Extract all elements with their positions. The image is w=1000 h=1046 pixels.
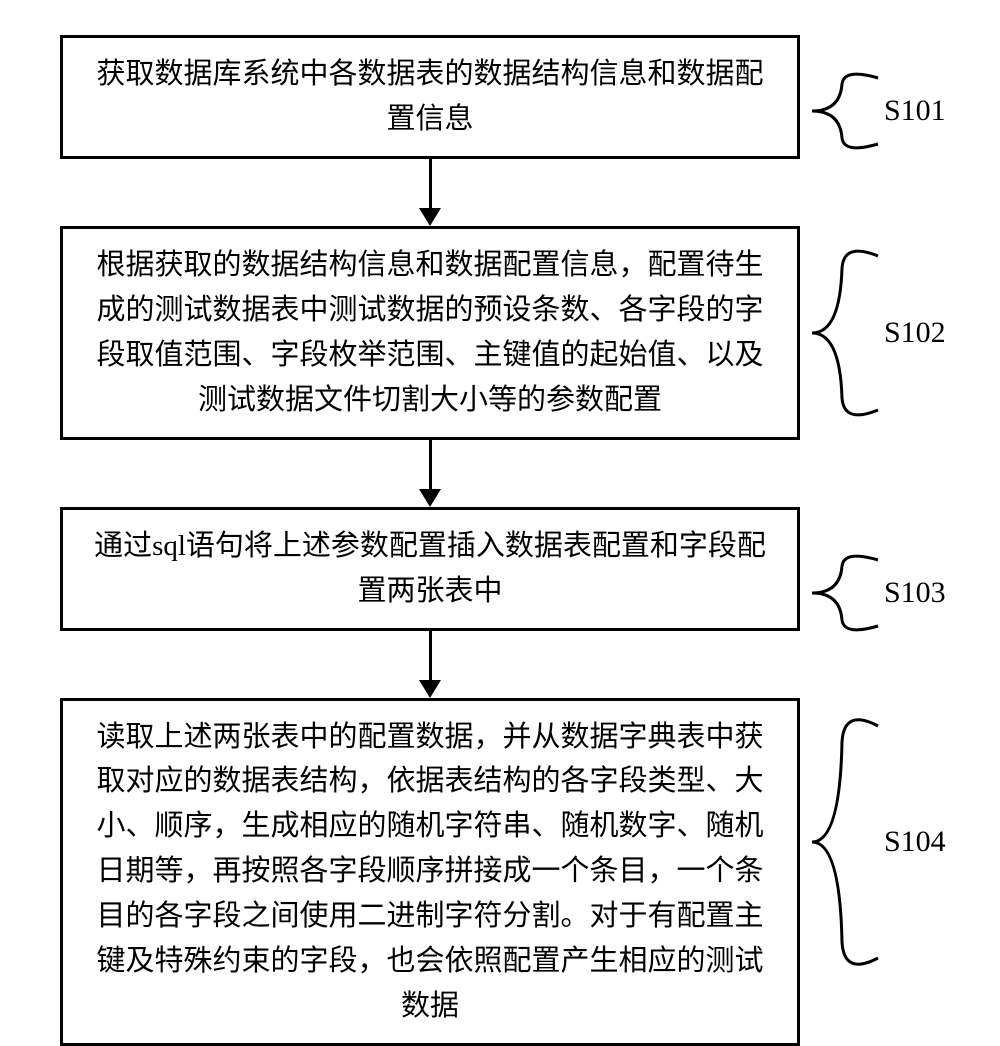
step-text: 读取上述两张表中的配置数据，并从数据字典表中获取对应的数据表结构，依据表结构的各… — [96, 721, 763, 1023]
arrow-head-icon — [419, 208, 441, 226]
step-label: S101 — [884, 94, 946, 128]
step-box-s101: 获取数据库系统中各数据表的数据结构信息和数据配置信息 — [60, 35, 800, 159]
step-row-s103: 通过sql语句将上述参数配置插入数据表配置和字段配置两张表中 S103 — [60, 507, 940, 631]
connector-curve-icon — [810, 702, 880, 982]
step-label-side-s103: S103 — [810, 548, 946, 638]
arrow-icon — [419, 159, 441, 226]
flowchart-container: 获取数据库系统中各数据表的数据结构信息和数据配置信息 S101 根据获取的数据结… — [60, 35, 940, 1046]
step-row-s101: 获取数据库系统中各数据表的数据结构信息和数据配置信息 S101 — [60, 35, 940, 159]
step-box-s104: 读取上述两张表中的配置数据，并从数据字典表中获取对应的数据表结构，依据表结构的各… — [60, 698, 800, 1046]
step-row-s104: 读取上述两张表中的配置数据，并从数据字典表中获取对应的数据表结构，依据表结构的各… — [60, 698, 940, 1046]
step-label: S102 — [884, 316, 946, 350]
step-text: 通过sql语句将上述参数配置插入数据表配置和字段配置两张表中 — [94, 530, 766, 607]
arrow-line — [429, 159, 432, 209]
arrow-after-s101 — [60, 159, 800, 226]
arrow-line — [429, 631, 432, 681]
arrow-after-s102 — [60, 440, 800, 507]
arrow-icon — [419, 631, 441, 698]
step-label: S104 — [884, 825, 946, 859]
arrow-line — [429, 440, 432, 490]
step-box-s102: 根据获取的数据结构信息和数据配置信息，配置待生成的测试数据表中测试数据的预设条数… — [60, 226, 800, 440]
connector-curve-icon — [810, 66, 880, 156]
arrow-icon — [419, 440, 441, 507]
step-label-side-s102: S102 — [810, 238, 946, 428]
arrow-head-icon — [419, 680, 441, 698]
arrow-head-icon — [419, 489, 441, 507]
step-text: 获取数据库系统中各数据表的数据结构信息和数据配置信息 — [96, 58, 763, 135]
step-box-s103: 通过sql语句将上述参数配置插入数据表配置和字段配置两张表中 — [60, 507, 800, 631]
arrow-after-s103 — [60, 631, 800, 698]
step-row-s102: 根据获取的数据结构信息和数据配置信息，配置待生成的测试数据表中测试数据的预设条数… — [60, 226, 940, 440]
step-text: 根据获取的数据结构信息和数据配置信息，配置待生成的测试数据表中测试数据的预设条数… — [96, 249, 763, 416]
step-label-side-s101: S101 — [810, 66, 946, 156]
connector-curve-icon — [810, 238, 880, 428]
step-label: S103 — [884, 576, 946, 610]
step-label-side-s104: S104 — [810, 702, 946, 982]
connector-curve-icon — [810, 548, 880, 638]
